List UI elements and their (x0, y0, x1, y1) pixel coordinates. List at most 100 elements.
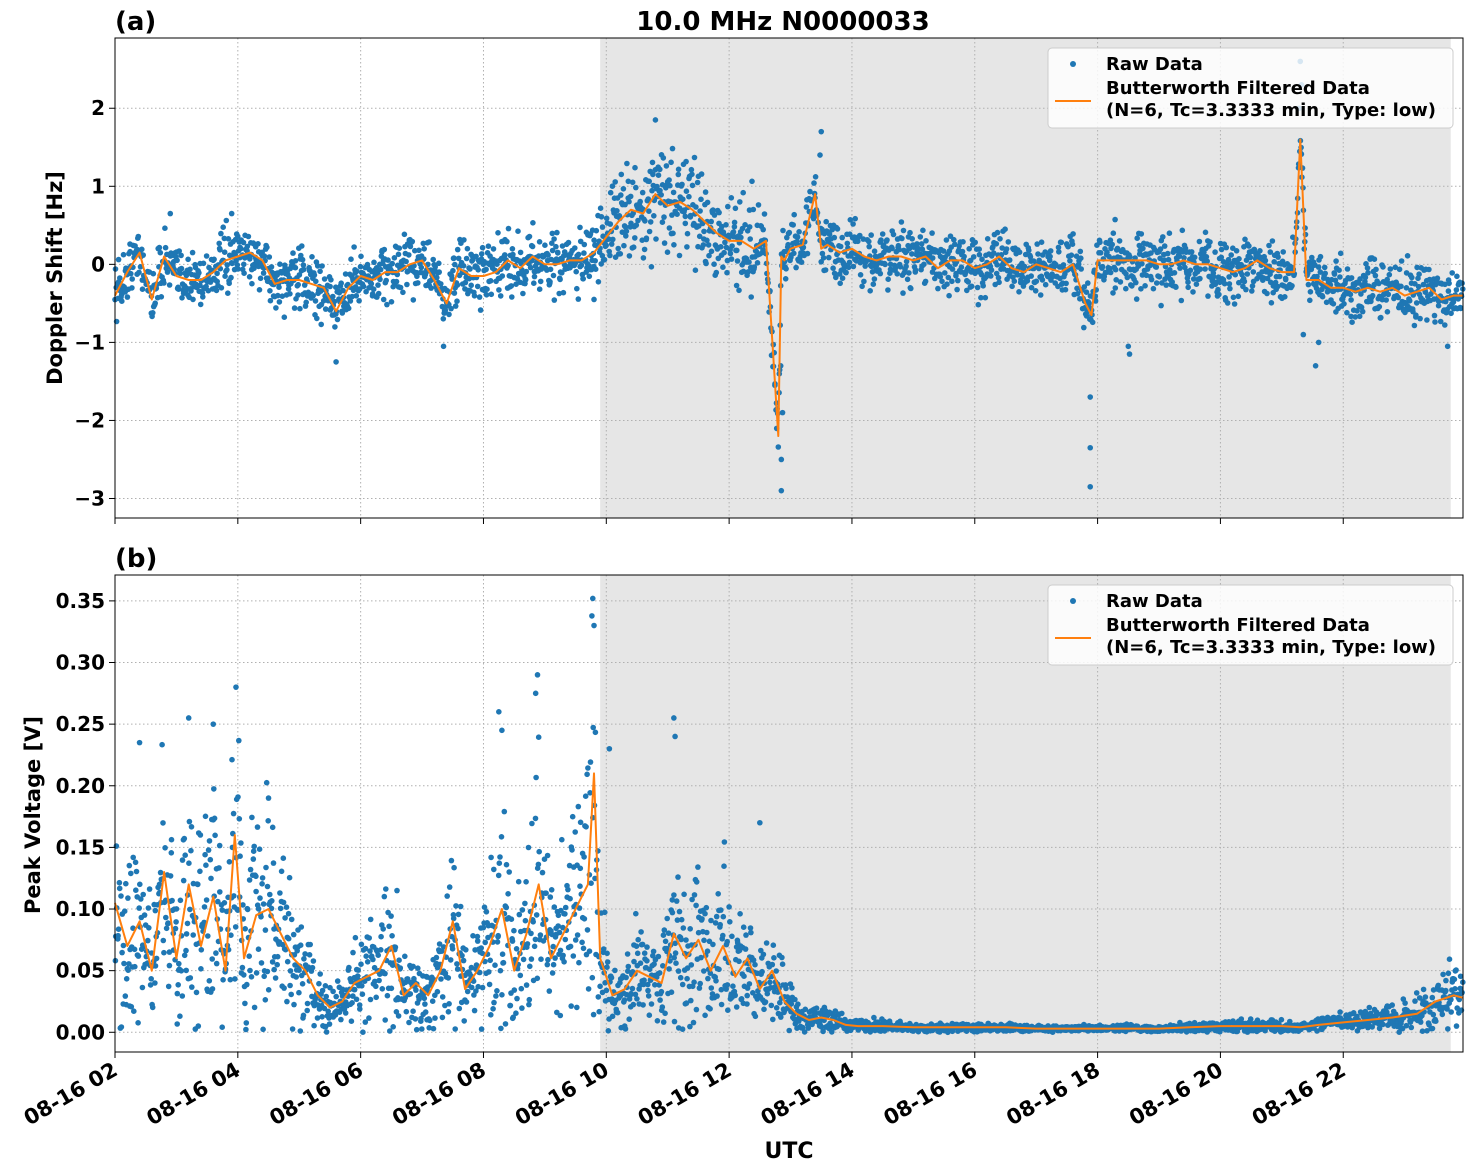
raw-data-point (478, 1026, 485, 1032)
raw-data-point (547, 894, 554, 900)
raw-data-point (811, 180, 817, 186)
raw-data-point (280, 855, 287, 861)
raw-data-point (603, 987, 610, 994)
raw-data-point (718, 1001, 725, 1008)
raw-data-point (803, 204, 810, 210)
raw-data-point (135, 233, 142, 240)
raw-data-point (455, 911, 462, 918)
raw-data-point (244, 243, 251, 250)
raw-data-point (627, 193, 634, 200)
raw-data-point (1081, 284, 1088, 290)
raw-data-point (483, 292, 490, 298)
raw-data-point (249, 280, 255, 287)
raw-data-point (190, 296, 196, 303)
raw-data-point (121, 908, 128, 914)
raw-data-point (679, 181, 685, 188)
raw-data-point (285, 935, 292, 942)
raw-data-point (752, 1013, 759, 1020)
raw-data-point (1006, 257, 1013, 263)
raw-data-point (773, 968, 779, 974)
panel-b-raw-data-points (112, 595, 1466, 1036)
raw-data-point (477, 969, 483, 976)
raw-data-point (555, 923, 561, 929)
raw-data-point (657, 187, 663, 194)
raw-data-point (1110, 230, 1117, 236)
raw-data-point (180, 877, 187, 884)
raw-data-point (701, 937, 707, 944)
raw-data-point (527, 963, 533, 970)
raw-data-point (672, 940, 678, 947)
raw-data-point (1431, 312, 1438, 319)
raw-data-point (168, 850, 175, 856)
raw-data-point (584, 771, 590, 778)
raw-data-point (448, 305, 454, 312)
raw-data-point (246, 877, 253, 883)
raw-data-point (614, 208, 620, 214)
raw-data-point (1089, 319, 1096, 326)
raw-data-point (1411, 322, 1418, 329)
raw-data-point (760, 951, 767, 958)
raw-data-point (457, 903, 464, 910)
raw-data-point (242, 926, 248, 932)
raw-data-point (200, 294, 206, 300)
raw-data-point (178, 968, 185, 974)
raw-data-point (703, 260, 709, 267)
raw-data-point (581, 250, 587, 256)
raw-data-point (984, 236, 991, 242)
raw-data-point (705, 242, 712, 248)
raw-data-point (255, 241, 261, 247)
raw-data-point (630, 1001, 637, 1008)
raw-data-point (890, 231, 897, 238)
raw-data-point (759, 968, 765, 975)
raw-data-point (585, 765, 591, 771)
raw-data-point (623, 233, 629, 239)
raw-data-point (353, 293, 360, 299)
raw-data-point (729, 933, 735, 940)
raw-data-point (1185, 284, 1191, 291)
raw-data-point (734, 258, 741, 264)
raw-data-point (1035, 251, 1041, 257)
y-tick-label: −2 (74, 408, 105, 432)
raw-data-point (150, 270, 157, 277)
raw-data-point (837, 243, 844, 250)
raw-data-point (770, 1016, 776, 1023)
raw-data-point (491, 999, 497, 1006)
raw-data-point (642, 218, 648, 224)
raw-data-point (216, 865, 222, 871)
raw-data-point (952, 241, 958, 248)
raw-data-point (869, 269, 876, 275)
raw-data-point (291, 1001, 297, 1008)
raw-data-point (131, 946, 138, 953)
raw-data-point (1078, 266, 1084, 272)
raw-data-point (1354, 308, 1360, 314)
raw-data-point (348, 978, 354, 985)
raw-data-point (1257, 248, 1263, 254)
raw-data-point (1344, 309, 1350, 316)
raw-data-point (906, 270, 912, 276)
raw-data-point (710, 941, 716, 948)
raw-data-point (158, 294, 165, 300)
raw-data-point (1203, 253, 1210, 260)
raw-data-point (456, 1005, 463, 1012)
raw-data-point (228, 274, 234, 281)
raw-data-point (1161, 243, 1168, 249)
raw-data-point (659, 219, 666, 225)
raw-data-point (632, 235, 638, 241)
raw-data-point (501, 808, 508, 815)
raw-data-point (879, 231, 886, 237)
raw-data-point (997, 236, 1003, 242)
raw-data-point (471, 1007, 478, 1014)
raw-data-point (362, 945, 369, 952)
raw-data-point (454, 298, 460, 305)
raw-data-point (232, 976, 238, 982)
raw-data-point (1134, 235, 1140, 241)
raw-data-point (490, 246, 497, 252)
raw-data-point (367, 996, 374, 1003)
raw-data-point (632, 164, 638, 171)
raw-data-point (704, 929, 710, 936)
raw-data-point (136, 269, 142, 276)
raw-data-point (900, 227, 907, 234)
raw-data-point (1231, 301, 1238, 307)
raw-data-point (1150, 285, 1157, 292)
raw-data-point (551, 236, 557, 242)
